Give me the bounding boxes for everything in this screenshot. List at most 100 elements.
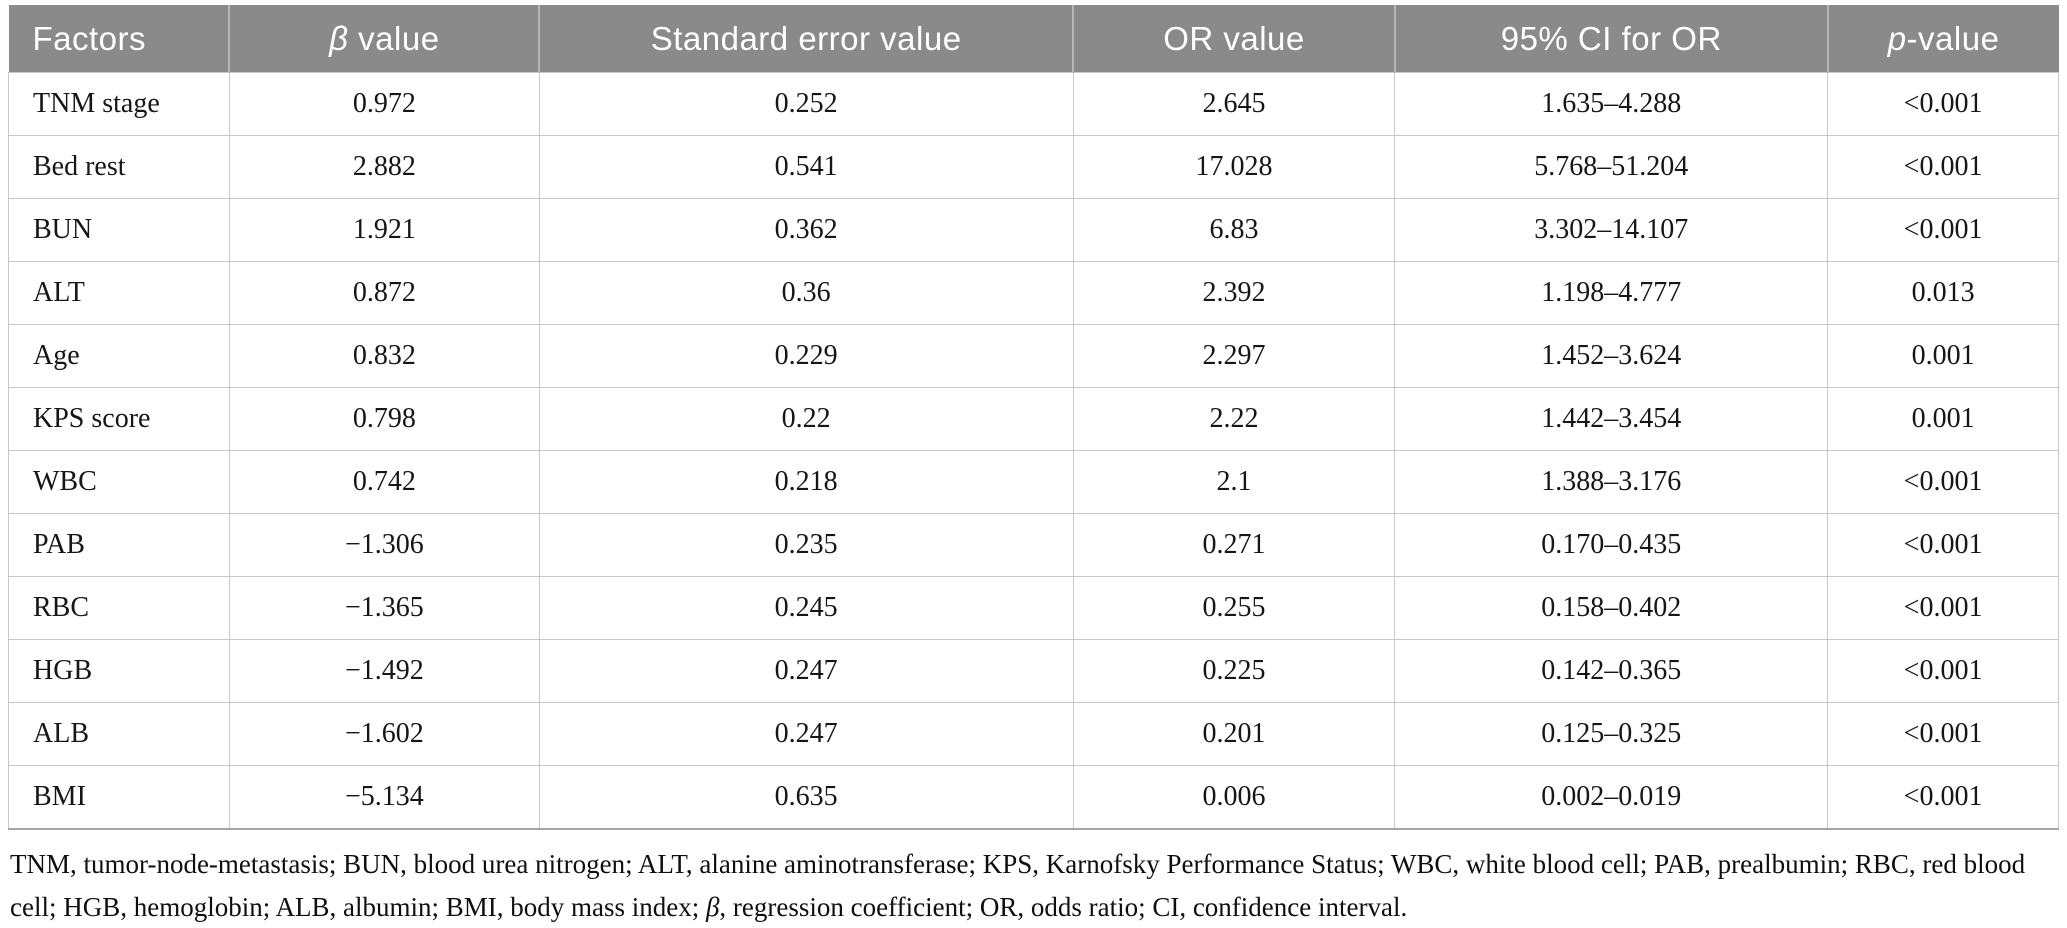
table-footnote: TNM, tumor-node-metastasis; BUN, blood u…	[10, 843, 2067, 928]
cell-ci: 5.768–51.204	[1394, 135, 1829, 199]
table-row: BMI −5.134 0.635 0.006 0.002–0.019 <0.001	[8, 765, 2059, 830]
cell-factor: RBC	[8, 576, 230, 640]
cell-beta: −1.306	[228, 513, 540, 577]
cell-factor: ALB	[8, 702, 230, 766]
cell-ci: 1.452–3.624	[1394, 324, 1829, 388]
cell-factor: TNM stage	[8, 72, 230, 136]
column-header-se: Standard error value	[538, 5, 1074, 73]
cell-ci: 0.142–0.365	[1394, 639, 1829, 703]
cell-beta: −1.602	[228, 702, 540, 766]
column-header-beta: β value	[228, 5, 540, 73]
cell-p: <0.001	[1827, 513, 2059, 577]
cell-factor: WBC	[8, 450, 230, 514]
cell-ci: 0.125–0.325	[1394, 702, 1829, 766]
cell-p: 0.001	[1827, 387, 2059, 451]
cell-p: <0.001	[1827, 135, 2059, 199]
cell-p: <0.001	[1827, 576, 2059, 640]
cell-factor: KPS score	[8, 387, 230, 451]
table-header: Factors β value Standard error value OR val…	[8, 5, 2059, 73]
italic-symbol: β	[329, 19, 349, 57]
multivariate-regression-table: Factors β value Standard error value OR val…	[8, 5, 2059, 830]
cell-factor: ALT	[8, 261, 230, 325]
cell-se: 0.22	[538, 387, 1074, 451]
cell-se: 0.36	[538, 261, 1074, 325]
cell-or: 0.271	[1072, 513, 1396, 577]
cell-or: 0.201	[1072, 702, 1396, 766]
cell-ci: 1.388–3.176	[1394, 450, 1829, 514]
column-header-factor: Factors	[8, 5, 230, 73]
cell-beta: −1.492	[228, 639, 540, 703]
cell-beta: 0.742	[228, 450, 540, 514]
cell-p: <0.001	[1827, 765, 2059, 830]
table-row: PAB −1.306 0.235 0.271 0.170–0.435 <0.001	[8, 513, 2059, 577]
cell-or: 2.22	[1072, 387, 1396, 451]
header-row: Factors β value Standard error value OR val…	[8, 5, 2059, 73]
cell-factor: Age	[8, 324, 230, 388]
cell-or: 2.1	[1072, 450, 1396, 514]
cell-se: 0.229	[538, 324, 1074, 388]
cell-or: 0.006	[1072, 765, 1396, 830]
cell-beta: 2.882	[228, 135, 540, 199]
cell-factor: HGB	[8, 639, 230, 703]
cell-p: <0.001	[1827, 198, 2059, 262]
cell-beta: −5.134	[228, 765, 540, 830]
cell-se: 0.245	[538, 576, 1074, 640]
cell-se: 0.541	[538, 135, 1074, 199]
cell-factor: Bed rest	[8, 135, 230, 199]
footnote-italic-symbol: β	[705, 891, 720, 922]
column-header-p: p-value	[1826, 5, 2059, 73]
cell-se: 0.247	[538, 639, 1074, 703]
cell-se: 0.247	[538, 702, 1074, 766]
table-row: KPS score 0.798 0.22 2.22 1.442–3.454 0.001	[8, 387, 2059, 451]
column-header-or: OR value	[1072, 5, 1395, 73]
cell-p: 0.013	[1827, 261, 2059, 325]
cell-se: 0.362	[538, 198, 1074, 262]
cell-or: 17.028	[1072, 135, 1396, 199]
cell-ci: 3.302–14.107	[1394, 198, 1829, 262]
cell-or: 2.392	[1072, 261, 1396, 325]
cell-beta: −1.365	[228, 576, 540, 640]
cell-p: <0.001	[1827, 72, 2059, 136]
cell-beta: 0.972	[228, 72, 540, 136]
cell-factor: BUN	[8, 198, 230, 262]
cell-beta: 1.921	[228, 198, 540, 262]
italic-symbol: p	[1887, 19, 1907, 57]
cell-se: 0.235	[538, 513, 1074, 577]
column-header-ci: 95% CI for OR	[1393, 5, 1828, 73]
cell-or: 0.255	[1072, 576, 1396, 640]
cell-or: 2.645	[1072, 72, 1396, 136]
cell-or: 6.83	[1072, 198, 1396, 262]
cell-se: 0.635	[538, 765, 1074, 830]
cell-ci: 1.442–3.454	[1394, 387, 1829, 451]
table-row: RBC −1.365 0.245 0.255 0.158–0.402 <0.001	[8, 576, 2059, 640]
cell-factor: BMI	[8, 765, 230, 830]
cell-beta: 0.872	[228, 261, 540, 325]
cell-beta: 0.832	[228, 324, 540, 388]
cell-p: <0.001	[1827, 702, 2059, 766]
table-row: ALB −1.602 0.247 0.201 0.125–0.325 <0.001	[8, 702, 2059, 766]
cell-p: 0.001	[1827, 324, 2059, 388]
cell-p: <0.001	[1827, 639, 2059, 703]
cell-ci: 0.158–0.402	[1394, 576, 1829, 640]
cell-or: 2.297	[1072, 324, 1396, 388]
table-row: TNM stage 0.972 0.252 2.645 1.635–4.288 <0.00…	[8, 72, 2059, 136]
cell-ci: 1.198–4.777	[1394, 261, 1829, 325]
cell-or: 0.225	[1072, 639, 1396, 703]
table-row: ALT 0.872 0.36 2.392 1.198–4.777 0.013	[8, 261, 2059, 325]
cell-factor: PAB	[8, 513, 230, 577]
cell-ci: 1.635–4.288	[1394, 72, 1829, 136]
table-row: Age 0.832 0.229 2.297 1.452–3.624 0.001	[8, 324, 2059, 388]
cell-ci: 0.002–0.019	[1394, 765, 1829, 830]
cell-se: 0.252	[538, 72, 1074, 136]
footnote-text: , regression coefficient; OR, odds ratio…	[719, 891, 1408, 922]
cell-ci: 0.170–0.435	[1394, 513, 1829, 577]
cell-p: <0.001	[1827, 450, 2059, 514]
cell-se: 0.218	[538, 450, 1074, 514]
cell-beta: 0.798	[228, 387, 540, 451]
table-row: Bed rest 2.882 0.541 17.028 5.768–51.204 <0.0…	[8, 135, 2059, 199]
table-row: BUN 1.921 0.362 6.83 3.302–14.107 <0.001	[8, 198, 2059, 262]
table-body: TNM stage 0.972 0.252 2.645 1.635–4.288 <0.00…	[8, 72, 2059, 830]
table-row: HGB −1.492 0.247 0.225 0.142–0.365 <0.001	[8, 639, 2059, 703]
table-row: WBC 0.742 0.218 2.1 1.388–3.176 <0.001	[8, 450, 2059, 514]
